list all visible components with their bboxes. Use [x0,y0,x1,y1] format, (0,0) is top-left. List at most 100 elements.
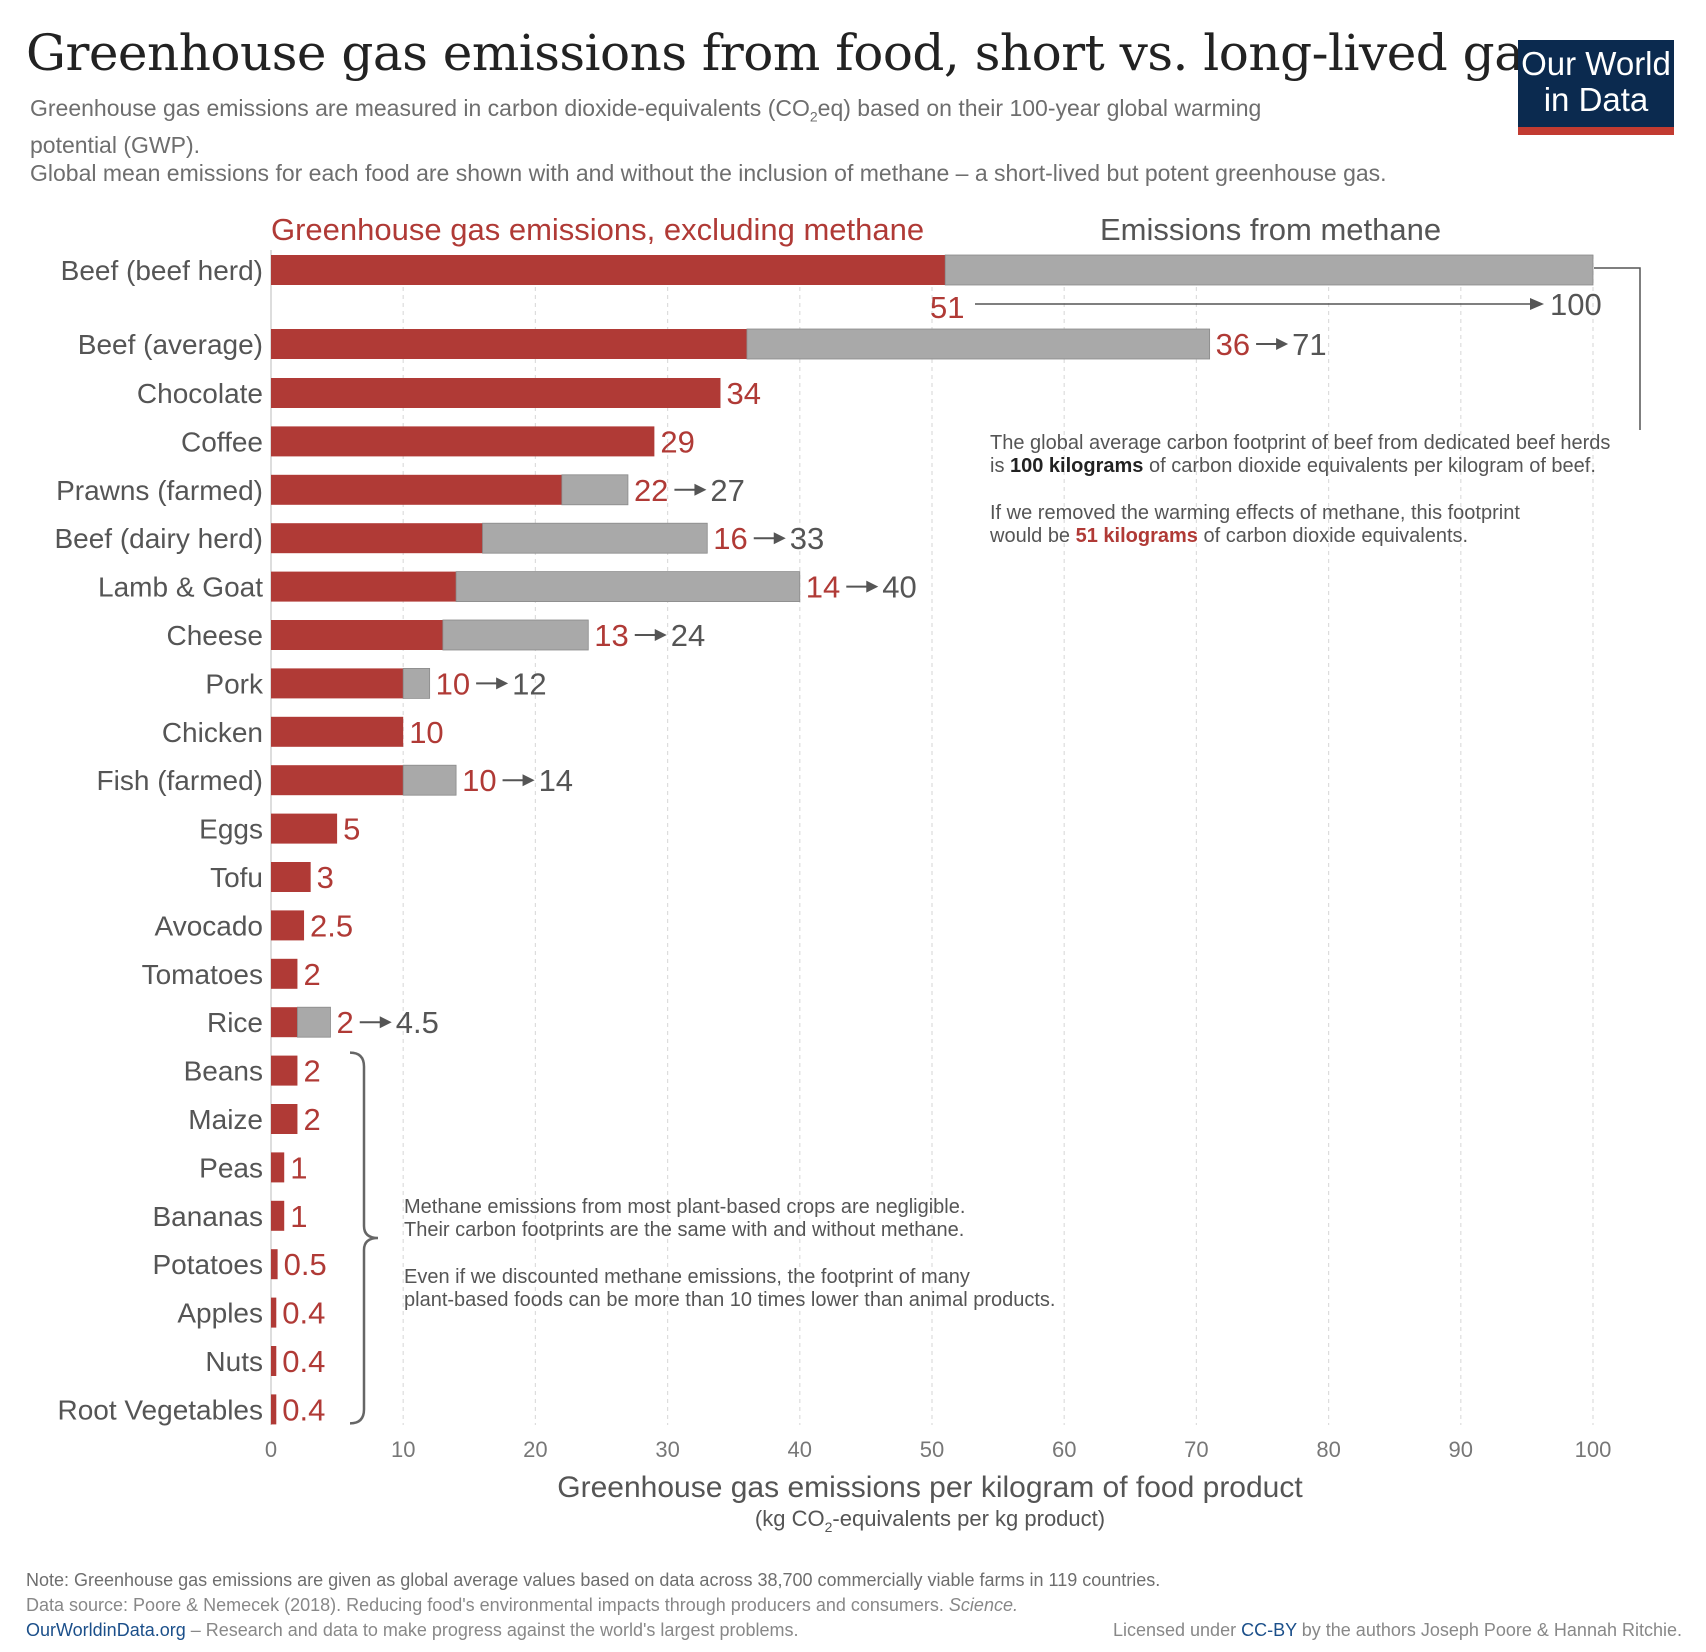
category-label-pork: Pork [205,668,264,699]
subtitle-line3: Global mean emissions for each food are … [30,159,1387,186]
bar-excl-tomatoes [271,958,298,989]
beef-100kg: 100 kilograms [1010,455,1144,477]
plant-annotation: Methane emissions from most plant-based … [404,1196,1055,1312]
bar-excl-beef-average [271,329,747,359]
chart-subtitle: Greenhouse gas emissions are measured in… [30,94,1630,187]
bar-excl-chicken [271,716,404,747]
arrow-head-rice [379,1016,392,1029]
legend-methane: Emissions from methane [1100,212,1441,247]
source-journal: Science. [948,1595,1018,1615]
value-label-excl-fish-farmed: 10 [462,763,496,798]
plant-annotation-line3: Even if we discounted methane emissions,… [404,1266,970,1288]
value-label-excl-peas: 1 [290,1150,307,1185]
subtitle-sub: 2 [809,108,818,125]
value-label-excl-root-vegetables: 0.4 [282,1392,325,1427]
beef-annotation-connector [1594,267,1641,430]
bar-excl-avocado [271,910,305,941]
x-tick-80: 80 [1316,1437,1340,1462]
x-axis-label: Greenhouse gas emissions per kilogram of… [557,1471,1303,1504]
x-tick-30: 30 [655,1437,679,1462]
subtitle-line2: potential (GWP). [30,131,200,158]
value-label-total-cheese: 24 [671,618,705,653]
arrow-head-fish-farmed [522,774,535,787]
bar-methane-beef-beef-herd [944,254,1594,286]
category-label-cheese: Cheese [166,620,263,651]
category-label-fish-farmed: Fish (farmed) [97,765,263,796]
value-label-excl-pork: 10 [436,666,470,701]
x-tick-40: 40 [788,1437,812,1462]
bar-excl-coffee [271,426,655,457]
bar-excl-prawns-farmed [271,474,562,505]
bar-excl-beef-beef-herd [271,255,946,285]
bar-methane-cheese [442,619,589,651]
x-tick-90: 90 [1449,1437,1473,1462]
bar-excl-rice [271,1007,298,1038]
bar-methane-rice [297,1006,331,1038]
category-label-potatoes: Potatoes [152,1249,263,1280]
value-label-excl-maize: 2 [303,1102,320,1137]
x-tick-0: 0 [265,1437,277,1462]
value-label-total-beef-dairy-herd: 33 [790,521,824,556]
arrow-head-pork [496,677,509,690]
plant-annotation-line1: Methane emissions from most plant-based … [404,1196,966,1218]
bar-excl-beans [271,1055,298,1086]
value-label-total-prawns-farmed: 27 [710,473,744,508]
category-label-avocado: Avocado [155,910,263,941]
value-label-excl-beef-beef-herd: 51 [930,290,964,325]
value-label-excl-potatoes: 0.5 [284,1247,327,1282]
x-tick-10: 10 [391,1437,415,1462]
bar-methane-beef-dairy-herd [482,522,708,554]
value-label-excl-beef-average: 36 [1216,327,1250,362]
beef-annotation-line4: would be 51 kilograms of carbon dioxide … [990,525,1469,547]
category-label-tofu: Tofu [210,862,263,893]
bar-excl-beef-dairy-herd [271,523,483,554]
beef-arrow-head [1530,298,1544,310]
bar-excl-apples [271,1297,277,1328]
bar-excl-fish-farmed [271,765,404,796]
owid-logo[interactable]: Our World in Data [1518,40,1674,135]
category-label-beef-average: Beef (average) [78,329,263,360]
arrow-head-beef-dairy-herd [773,532,786,545]
owid-link[interactable]: OurWorldinData.org [26,1620,186,1640]
footer-site: OurWorldinData.org – Research and data t… [26,1620,799,1640]
plant-foods-brace [349,1051,379,1425]
bar-methane-beef-average [746,328,1211,360]
category-label-beef-dairy-herd: Beef (dairy herd) [54,523,263,554]
category-label-coffee: Coffee [181,426,263,457]
category-label-nuts: Nuts [205,1346,263,1377]
cc-by-link[interactable]: CC-BY [1241,1620,1297,1640]
value-label-excl-tofu: 3 [317,860,334,895]
value-label-total-rice: 4.5 [396,1005,439,1040]
category-label-root-vegetables: Root Vegetables [58,1394,264,1425]
beef-annotation-line3: If we removed the warming effects of met… [990,502,1520,524]
bar-excl-maize [271,1104,298,1134]
value-label-excl-cheese: 13 [594,618,628,653]
bar-excl-nuts [271,1346,277,1376]
category-label-maize: Maize [188,1104,263,1135]
category-label-chocolate: Chocolate [137,378,263,409]
value-label-excl-rice: 2 [336,1005,353,1040]
value-label-total-beef-beef-herd: 100 [1550,287,1602,322]
bar-excl-tofu [271,862,311,892]
logo-line1: Our World [1521,45,1671,82]
beef-annotation: The global average carbon footprint of b… [990,432,1610,548]
chart-title: Greenhouse gas emissions from food, shor… [26,24,1603,82]
bar-methane-lamb-goat [455,571,801,602]
footer-license: Licensed under CC-BY by the authors Jose… [1112,1620,1682,1640]
value-label-total-lamb-goat: 40 [882,570,916,605]
footer-source: Data source: Poore & Nemecek (2018). Red… [26,1595,1018,1615]
x-tick-20: 20 [523,1437,547,1462]
x-axis-sublabel: (kg CO2-equivalents per kg product) [755,1506,1105,1535]
beef-51kg: 51 kilograms [1075,525,1198,547]
value-label-excl-bananas: 1 [290,1199,307,1234]
arrow-head-cheese [654,629,667,641]
category-label-lamb-goat: Lamb & Goat [98,572,263,603]
footer-note: Note: Greenhouse gas emissions are given… [26,1570,1161,1590]
bar-excl-lamb-goat [271,571,457,602]
category-label-beans: Beans [184,1056,263,1087]
bar-excl-root-vegetables [271,1394,277,1425]
bar-methane-fish-farmed [402,764,457,796]
value-label-excl-beef-dairy-herd: 16 [713,521,747,556]
arrow-head-beef-average [1276,338,1289,350]
category-label-rice: Rice [207,1007,263,1038]
